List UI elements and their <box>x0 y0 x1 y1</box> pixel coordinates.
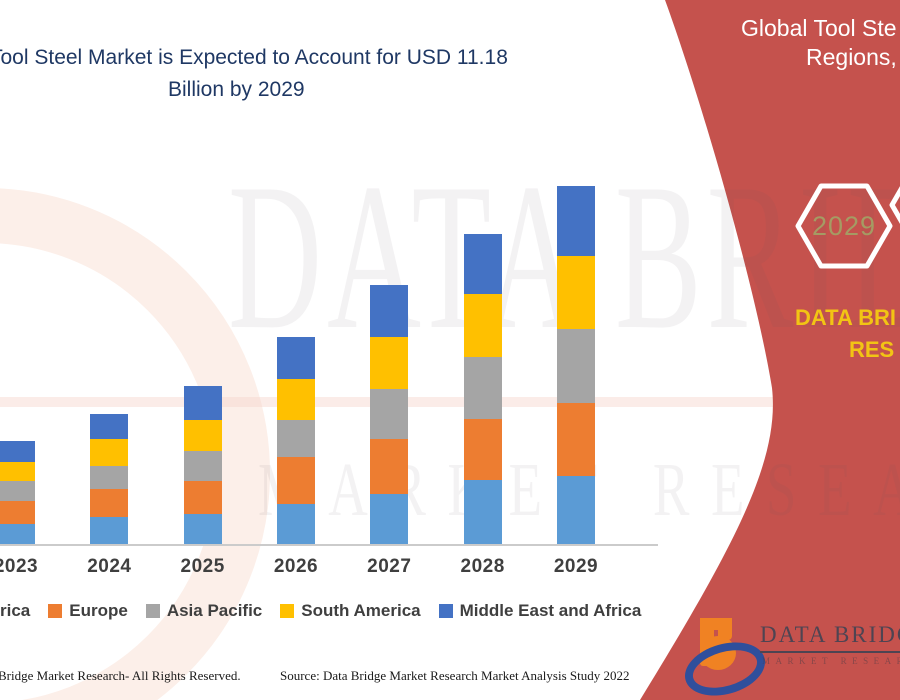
x-axis-line <box>0 544 658 546</box>
legend-swatch <box>438 604 453 618</box>
hexagon-year-label: 2029 <box>812 211 876 241</box>
legend-item-europe: Europe <box>48 601 128 621</box>
x-axis-label: 2025 <box>180 556 225 577</box>
chart-title-line1: Tool Steel Market is Expected to Account… <box>0 46 508 69</box>
bar-segment-middle-east-and-africa <box>463 234 502 295</box>
bar-segment-asia-pacific <box>556 329 595 404</box>
bar-segment-south-america <box>0 462 35 482</box>
bar-segment-europe <box>556 403 595 477</box>
copyright-text: Bridge Market Research- All Rights Reser… <box>0 668 241 683</box>
bar-segment-north-america <box>370 494 409 544</box>
bar-segment-europe <box>183 480 222 514</box>
legend-label: South America <box>301 601 421 620</box>
bar-segment-south-america <box>463 294 502 358</box>
bar-segment-south-america <box>90 439 129 467</box>
hexagon-badges: 2029 <box>795 183 900 269</box>
x-axis-label: 2027 <box>367 556 412 577</box>
bar-segment-asia-pacific <box>183 450 222 481</box>
chart-legend: rica Europe Asia Pacific South America Middl… <box>0 601 641 621</box>
legend-item-asia-pacific: Asia Pacific <box>145 601 263 621</box>
x-axis-label: 2023 <box>0 556 39 577</box>
banner-brand-line1: DATA BRI <box>795 305 897 330</box>
bar-segment-asia-pacific <box>0 481 35 502</box>
bar-segment-north-america <box>276 503 315 544</box>
bar-segment-asia-pacific <box>463 357 502 420</box>
bar-segment-middle-east-and-africa <box>370 285 409 338</box>
x-axis-label: 2028 <box>460 556 505 577</box>
bar-segment-north-america <box>463 479 502 544</box>
bar-segment-south-america <box>183 419 222 451</box>
stacked-bar-2024 <box>90 414 129 544</box>
x-axis-label: 2029 <box>553 556 599 577</box>
bar-segment-europe <box>370 439 409 495</box>
legend-label-cut: rica <box>0 601 31 620</box>
legend-label: Asia Pacific <box>166 601 263 620</box>
legend-label: Europe <box>69 601 128 620</box>
stacked-bar-2026 <box>276 336 315 544</box>
stacked-bar-2025 <box>183 385 222 544</box>
bar-segment-asia-pacific <box>276 419 315 457</box>
bar-segment-europe <box>463 419 502 480</box>
bar-segment-south-america <box>370 337 409 390</box>
legend-label: Middle East and Africa <box>459 601 642 620</box>
stacked-bar-2023 <box>0 441 35 544</box>
logo-swoosh-icon <box>678 633 772 700</box>
legend-swatch <box>48 604 63 618</box>
legend-item-middle-east-and-africa: Middle East and Africa <box>438 601 642 621</box>
bar-segment-asia-pacific <box>370 389 409 439</box>
bar-segment-north-america <box>183 513 222 544</box>
chart-title-line2: Billion by 2029 <box>168 78 305 101</box>
bar-segment-asia-pacific <box>90 466 129 490</box>
hexagon-badge-partial <box>889 186 900 224</box>
bar-segment-middle-east-and-africa <box>90 414 129 440</box>
banner-brand-line2: RES <box>849 337 895 362</box>
source-text: Source: Data Bridge Market Research Mark… <box>280 668 630 683</box>
bar-segment-europe <box>90 489 129 518</box>
stacked-bar-2029 <box>556 186 595 544</box>
bar-segment-middle-east-and-africa <box>556 186 595 257</box>
stacked-bar-2027 <box>370 285 409 544</box>
bar-segment-europe <box>0 501 35 525</box>
bar-segment-middle-east-and-africa <box>183 385 222 420</box>
legend-swatch <box>280 604 295 618</box>
data-bridge-logo: DATA BRIDGE MARKET RESEARCH <box>678 616 900 700</box>
logo-name-text: DATA BRIDGE <box>760 622 900 653</box>
bar-segment-middle-east-and-africa <box>0 441 35 463</box>
bar-segment-europe <box>276 456 315 504</box>
bar-segment-south-america <box>276 378 315 420</box>
banner-heading-line1: Global Tool Ste <box>741 15 897 41</box>
bar-segment-north-america <box>90 517 129 544</box>
logo-subtitle-text: MARKET RESEARCH <box>762 656 900 666</box>
bar-segment-north-america <box>0 524 35 544</box>
banner-heading-line2: Regions, <box>806 44 897 70</box>
bar-segment-south-america <box>556 256 595 330</box>
legend-swatch <box>145 604 160 618</box>
bar-segment-north-america <box>556 476 595 544</box>
x-axis-label: 2026 <box>273 556 319 577</box>
stacked-bar-2028 <box>463 234 502 544</box>
x-axis-label: 2024 <box>87 556 132 577</box>
bar-segment-middle-east-and-africa <box>276 336 315 379</box>
legend-item-south-america: South America <box>280 601 421 621</box>
